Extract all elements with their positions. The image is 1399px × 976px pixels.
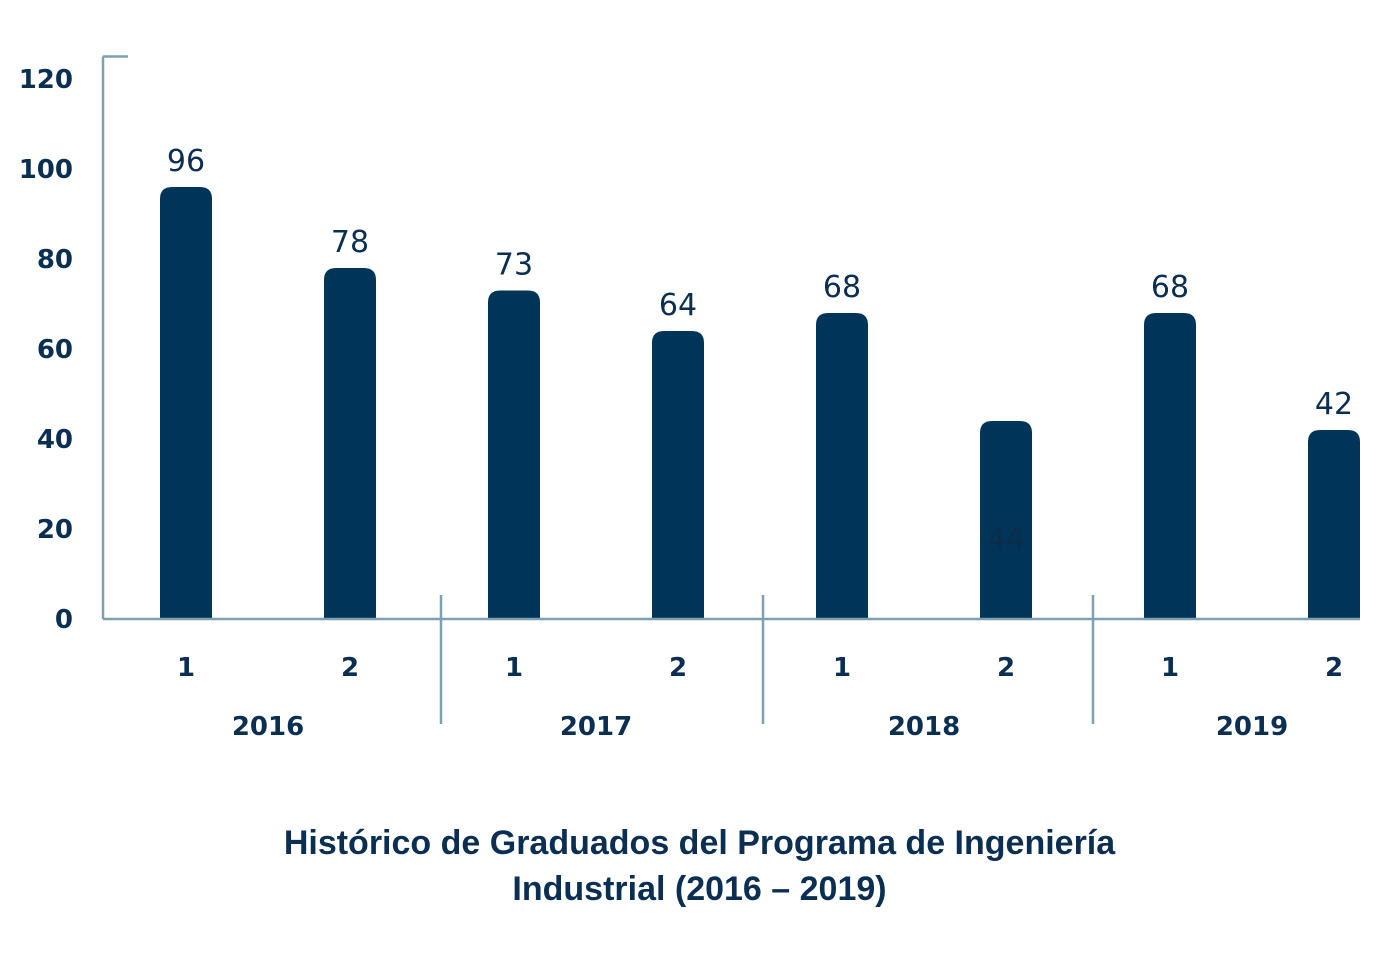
x-group-label: 2017 xyxy=(560,712,632,742)
bar xyxy=(1144,313,1196,619)
bar xyxy=(980,421,1032,619)
y-tick-label: 120 xyxy=(19,65,73,95)
y-tick-label: 0 xyxy=(55,605,73,635)
data-label: 64 xyxy=(659,288,697,323)
data-label: 78 xyxy=(331,225,369,260)
x-tick-label: 2 xyxy=(341,653,359,683)
y-tick-label: 40 xyxy=(37,425,73,455)
x-tick-label: 1 xyxy=(1161,653,1179,683)
chart-title-line-2: Industrial (2016 – 2019) xyxy=(512,870,887,908)
bar-chart: 0 20 40 60 80 100 120 96 1 78 2 73 1 64 2 68 1 44 2 68 1 42 2 2… xyxy=(19,55,1360,742)
x-tick-label: 1 xyxy=(833,653,851,683)
bar xyxy=(652,331,704,619)
x-group-label: 2019 xyxy=(1216,712,1288,742)
x-tick-label: 1 xyxy=(505,653,523,683)
bar xyxy=(1308,430,1360,619)
x-group-label: 2016 xyxy=(232,712,304,742)
data-label: 42 xyxy=(1315,387,1353,422)
bar xyxy=(324,268,376,619)
data-label: 96 xyxy=(167,144,205,179)
data-label: 44 xyxy=(987,522,1025,557)
x-tick-label: 1 xyxy=(177,653,195,683)
x-group-label: 2018 xyxy=(888,712,960,742)
bar xyxy=(816,313,868,619)
y-tick-label: 60 xyxy=(37,335,73,365)
bar xyxy=(488,290,540,619)
data-label: 68 xyxy=(1151,270,1189,305)
x-tick-label: 2 xyxy=(1325,653,1343,683)
x-tick-label: 2 xyxy=(997,653,1015,683)
x-tick-label: 2 xyxy=(669,653,687,683)
y-tick-label: 20 xyxy=(37,515,73,545)
bar xyxy=(160,187,212,619)
chart-title: Histórico de Graduados del Programa de I… xyxy=(0,820,1399,912)
data-label: 73 xyxy=(495,248,533,283)
data-label: 68 xyxy=(823,270,861,305)
y-tick-label: 80 xyxy=(37,245,73,275)
chart-title-line-1: Histórico de Graduados del Programa de I… xyxy=(283,824,1116,862)
y-tick-label: 100 xyxy=(19,155,73,185)
